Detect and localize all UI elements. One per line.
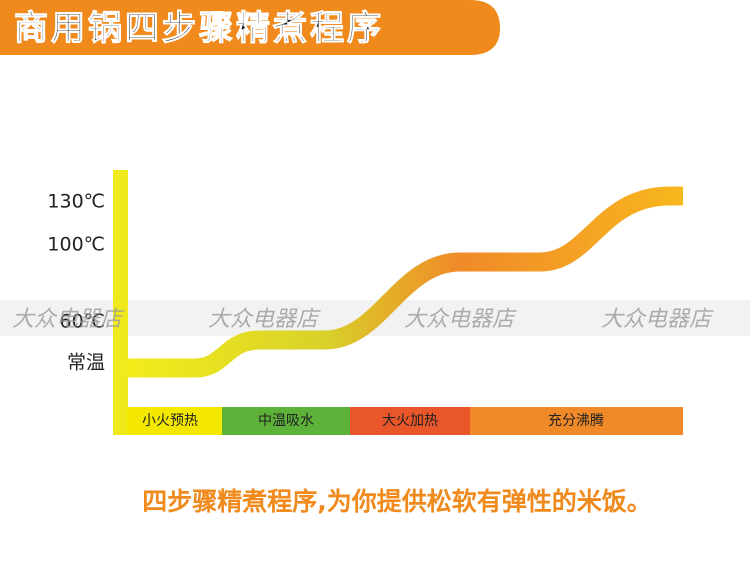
- axis-label: 130℃: [47, 191, 105, 213]
- stage-label: 充分沸腾: [548, 412, 604, 429]
- stage-bar: [350, 407, 470, 435]
- stage-bar: [127, 407, 222, 435]
- watermark: 大众电器店: [12, 307, 125, 332]
- title-banner: [0, 0, 500, 55]
- caption: 四步骤精煮程序,为你提供松软有弹性的米饭。: [142, 487, 652, 516]
- watermark: 大众电器店: [404, 307, 517, 332]
- temperature-curve: [127, 186, 683, 378]
- y-axis: [113, 170, 128, 435]
- title: 商用锅四步骤精煮程序: [14, 9, 384, 49]
- stage-label: 大火加热: [382, 413, 438, 429]
- stage-label: 中温吸水: [258, 413, 314, 429]
- stage-label: 小火预热: [142, 413, 198, 429]
- watermark: 大众电器店: [601, 307, 714, 332]
- stage-bar: [470, 407, 683, 435]
- stage-bar: [222, 407, 350, 435]
- axis-label: 100℃: [47, 234, 105, 256]
- watermark: 大众电器店: [208, 307, 321, 332]
- axis-label: 60℃: [59, 311, 105, 333]
- axis-label: 常温: [67, 352, 105, 374]
